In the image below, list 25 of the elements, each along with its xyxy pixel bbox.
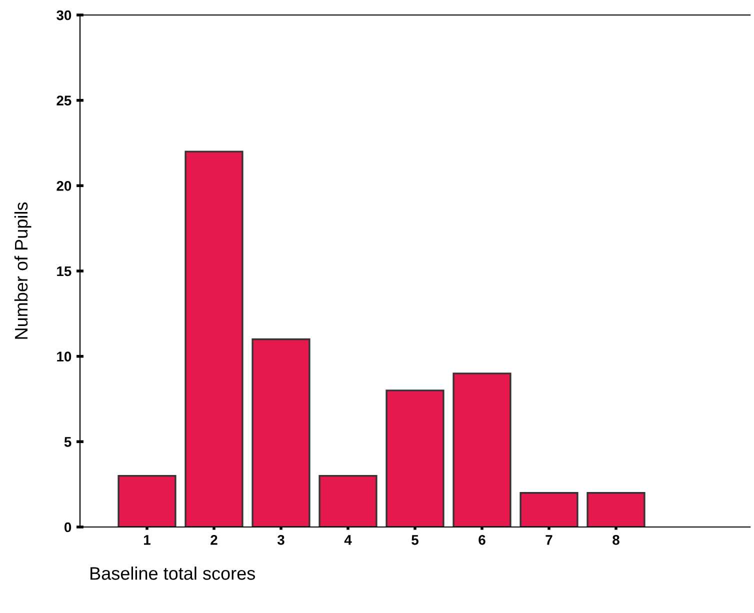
x-tick-label: 4 xyxy=(344,535,352,545)
x-tick-label: 3 xyxy=(277,535,284,545)
y-tick-label: 15 xyxy=(57,266,72,276)
bar xyxy=(318,474,378,527)
bar xyxy=(520,492,578,527)
bar xyxy=(118,474,176,527)
x-tick-label: 1 xyxy=(144,535,150,545)
x-tick-label: 5 xyxy=(412,535,418,545)
bar xyxy=(386,390,444,527)
y-tick-label: 30 xyxy=(56,10,72,20)
x-axis-title: Baseline total scores xyxy=(90,566,255,580)
y-tick-label: 20 xyxy=(56,181,72,191)
y-tick-label: 10 xyxy=(57,352,72,362)
y-tick-label: 25 xyxy=(56,96,72,106)
bar xyxy=(452,372,512,527)
bar xyxy=(252,338,310,527)
x-tick-label: 7 xyxy=(546,535,552,545)
x-tick-label: 8 xyxy=(612,535,620,545)
y-axis-title: Number of Pupils xyxy=(14,202,32,339)
x-tick-label: 6 xyxy=(478,535,486,545)
y-tick-label: 5 xyxy=(64,437,72,447)
bar xyxy=(184,150,244,527)
x-tick-label: 2 xyxy=(210,535,218,545)
bar xyxy=(586,492,646,527)
y-tick-label: 0 xyxy=(64,522,72,532)
